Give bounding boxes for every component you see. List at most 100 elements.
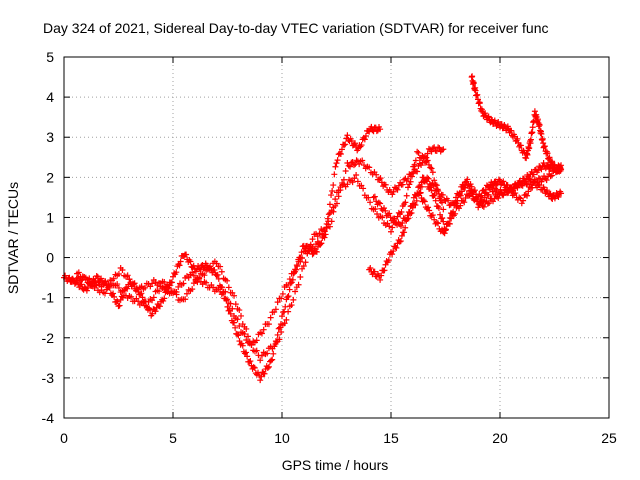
data-point xyxy=(281,320,288,327)
data-point xyxy=(276,324,283,331)
data-point xyxy=(393,185,400,192)
data-point xyxy=(470,80,477,87)
data-point xyxy=(250,364,257,371)
data-point xyxy=(189,269,196,276)
data-point xyxy=(197,266,204,273)
data-point xyxy=(161,295,168,302)
data-point xyxy=(540,159,547,166)
data-point xyxy=(139,294,146,301)
data-point xyxy=(300,262,307,269)
data-point xyxy=(227,300,234,307)
data-point xyxy=(430,192,437,199)
data-point xyxy=(476,99,483,106)
data-point xyxy=(454,190,461,197)
data-point xyxy=(66,274,73,281)
data-point xyxy=(173,269,180,276)
data-point xyxy=(371,268,378,275)
y-tick-label: 2 xyxy=(46,169,54,185)
data-point xyxy=(498,121,505,128)
data-point xyxy=(414,148,421,155)
y-tick-label: 3 xyxy=(46,129,54,145)
data-point xyxy=(370,194,377,201)
data-point xyxy=(285,281,292,288)
data-point xyxy=(474,96,481,103)
data-point xyxy=(396,238,403,245)
data-point xyxy=(330,182,337,189)
data-point xyxy=(284,294,291,301)
data-point xyxy=(83,287,90,294)
data-point xyxy=(531,176,538,183)
data-point xyxy=(535,175,542,182)
data-point xyxy=(425,204,432,211)
data-point xyxy=(446,214,453,221)
data-point xyxy=(368,123,375,130)
data-point xyxy=(452,194,459,201)
data-point xyxy=(437,211,444,218)
data-point xyxy=(495,176,502,183)
data-point xyxy=(214,271,221,278)
data-point xyxy=(481,194,488,201)
data-point xyxy=(218,268,225,275)
data-point xyxy=(295,281,302,288)
data-point xyxy=(420,155,427,162)
data-point xyxy=(278,329,285,336)
y-tick-label: 1 xyxy=(46,209,54,225)
data-point xyxy=(424,174,431,181)
data-point xyxy=(98,275,105,282)
data-point xyxy=(405,175,412,182)
data-point xyxy=(166,282,173,289)
data-point xyxy=(105,281,112,288)
data-point xyxy=(495,195,502,202)
data-point xyxy=(142,284,149,291)
data-point xyxy=(304,250,311,257)
data-point xyxy=(290,296,297,303)
data-point xyxy=(497,124,503,131)
data-point xyxy=(517,142,524,149)
data-point xyxy=(446,220,453,227)
data-point xyxy=(421,198,428,205)
data-point xyxy=(84,284,91,291)
data-point xyxy=(344,181,351,188)
data-point xyxy=(297,274,304,281)
data-point xyxy=(94,273,101,280)
x-tick-label: 10 xyxy=(274,430,290,446)
data-point xyxy=(257,357,264,364)
y-tick-label: 0 xyxy=(46,250,54,266)
data-point xyxy=(452,210,459,217)
data-point xyxy=(362,133,369,140)
data-point xyxy=(429,212,436,219)
data-point xyxy=(82,274,89,281)
data-point xyxy=(108,277,115,284)
data-point xyxy=(336,150,343,157)
data-point xyxy=(338,146,345,153)
data-point xyxy=(365,194,372,201)
data-point xyxy=(367,199,374,206)
data-point xyxy=(377,175,384,182)
data-point xyxy=(326,223,333,230)
data-point xyxy=(428,148,435,155)
series-track-3 xyxy=(74,148,447,348)
data-point xyxy=(135,298,142,305)
data-point xyxy=(175,283,182,290)
data-point xyxy=(353,157,360,164)
data-point xyxy=(467,190,474,197)
data-point xyxy=(243,325,250,332)
data-point xyxy=(360,162,367,169)
data-point xyxy=(299,255,306,262)
data-point xyxy=(114,281,121,288)
data-point xyxy=(433,182,440,189)
data-point xyxy=(285,308,292,315)
data-point xyxy=(330,204,337,211)
data-point xyxy=(401,176,408,183)
data-point xyxy=(119,267,126,274)
data-point xyxy=(408,170,415,177)
data-point xyxy=(253,337,260,344)
data-point xyxy=(345,162,352,169)
data-point xyxy=(482,110,489,117)
data-point xyxy=(432,197,439,204)
data-point xyxy=(461,199,468,206)
data-point xyxy=(234,316,241,323)
data-point xyxy=(152,308,159,315)
data-point xyxy=(265,321,272,328)
